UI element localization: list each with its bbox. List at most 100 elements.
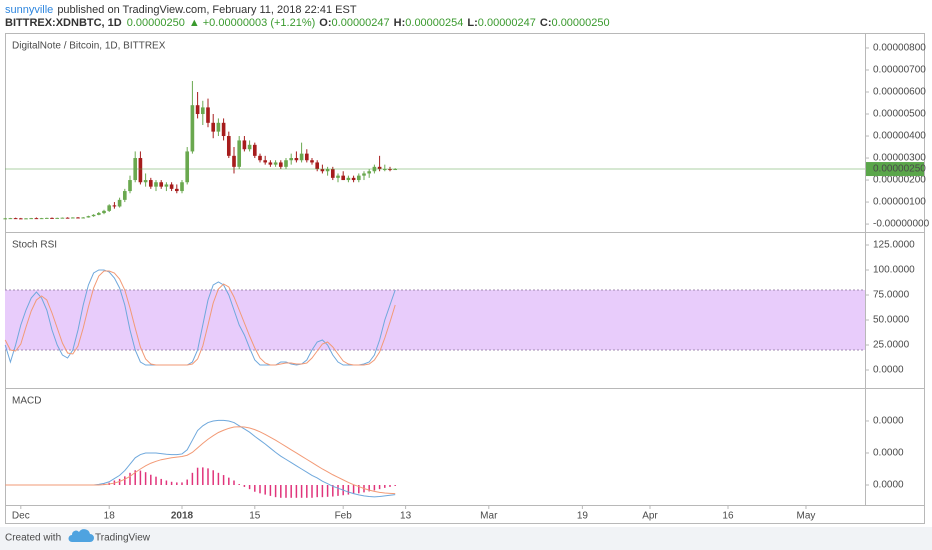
candle-body (341, 175, 346, 181)
candle-body (164, 184, 169, 187)
candle-body (39, 218, 44, 220)
candle-body (190, 105, 195, 152)
candle-body (81, 217, 86, 219)
ohlc-value: 0.00000247 (332, 17, 390, 29)
candle-body (3, 218, 8, 220)
candle-body (96, 213, 101, 215)
candle-body (70, 217, 75, 219)
candle-body (174, 188, 179, 192)
footer-brand[interactable]: TradingView (95, 533, 151, 544)
candle-body (8, 218, 13, 220)
candle-body (258, 155, 262, 161)
y-tick-label: 0.00000300 (873, 153, 926, 164)
ohlc-key: C: (540, 17, 552, 29)
y-tick-label: 75.0000 (873, 290, 910, 301)
candle-body (55, 217, 60, 219)
arrow: ▲ (189, 17, 200, 29)
candle-body (185, 151, 190, 183)
candle-body (138, 158, 143, 183)
candle-body (50, 217, 54, 219)
ohlc-key: L: (467, 17, 477, 29)
last-price-label: 0.00000250 (873, 164, 926, 175)
candle-body (65, 217, 70, 219)
candle-body (128, 180, 132, 192)
candle-body (242, 140, 247, 150)
ohlc-value: 0.00000254 (405, 17, 463, 29)
candle-body (304, 153, 309, 161)
candle-body (351, 177, 356, 181)
y-tick-label: 0.00000400 (873, 131, 926, 142)
x-tick-label: 19 (577, 511, 589, 522)
x-tick-label: 18 (104, 511, 116, 522)
candle-body (18, 218, 23, 220)
candle-body (356, 175, 361, 181)
last-price-box (866, 162, 924, 177)
candle-body (232, 155, 236, 167)
candle-body (34, 218, 39, 220)
candle-body (252, 144, 257, 156)
published: published on TradingView.com, February 1… (57, 4, 357, 16)
candle-body (237, 140, 242, 167)
footer-created: Created with (5, 533, 61, 544)
candle-body (211, 122, 216, 132)
candle-body (143, 180, 148, 183)
pane: MACD 0.0000 0.0000 0.0000 (5, 396, 904, 498)
candle-body (200, 107, 205, 115)
candle-body (206, 107, 210, 123)
series-line (4, 270, 396, 366)
candle-body (13, 218, 18, 220)
ohlc-value: 0.00000250 (552, 17, 610, 29)
candle-body (216, 122, 221, 132)
y-tick-label: 125.0000 (873, 240, 915, 251)
candle-body (60, 217, 65, 219)
candle-body (377, 166, 382, 170)
candle-body (367, 171, 372, 174)
candle-body (169, 184, 174, 189)
ohlc-key: H: (394, 17, 406, 29)
y-tick-label: 0.0000 (873, 416, 904, 427)
pane-title: MACD (12, 396, 41, 407)
candle-body (263, 160, 268, 163)
candle-body (226, 136, 231, 156)
candle-body (29, 218, 34, 220)
candle-body (247, 144, 252, 150)
x-tick-label: Feb (335, 511, 353, 522)
logo (68, 529, 94, 542)
candle-body (336, 175, 340, 178)
candle-body (91, 214, 96, 217)
band (5, 290, 865, 350)
ohlc-value: 0.00000247 (478, 17, 536, 29)
pane: DigitalNote / Bitcoin, 1D, BITTREX 0.0000… (3, 41, 930, 230)
candle-body (86, 216, 91, 218)
change: +0.00000003 (+1.21%) (203, 17, 316, 29)
candle-body (24, 218, 28, 220)
candle-body (107, 205, 112, 211)
y-tick-label: 0.00000100 (873, 197, 926, 208)
series-line (5, 426, 396, 495)
candle-body (299, 153, 304, 161)
candle-body (268, 162, 273, 165)
candle-body (273, 162, 278, 165)
x-tick-label: 16 (722, 511, 734, 522)
x-tick-label: May (797, 511, 816, 522)
y-tick-label: 100.0000 (873, 265, 915, 276)
frame (5, 33, 925, 524)
ohlc-key: O: (319, 17, 331, 29)
candle-body (180, 182, 184, 192)
candle-body (122, 191, 127, 200)
x-tick-label: Dec (12, 511, 30, 522)
y-tick-label: 0.00000600 (873, 87, 926, 98)
candle-body (112, 205, 117, 207)
candle-body (154, 182, 158, 187)
candle-body (195, 105, 200, 115)
pane-title: Stoch RSI (12, 240, 57, 251)
y-tick-label: -0.00000000 (873, 219, 930, 230)
footer-bg (0, 527, 932, 550)
symbol: BITTREX:XDNBTC, 1D (5, 17, 122, 29)
candle-body (117, 199, 122, 207)
candle-body (278, 162, 283, 167)
y-tick-label: 0.00000700 (873, 65, 926, 76)
x-tick-label: 15 (249, 511, 261, 522)
y-tick-label: 0.0000 (873, 365, 904, 376)
